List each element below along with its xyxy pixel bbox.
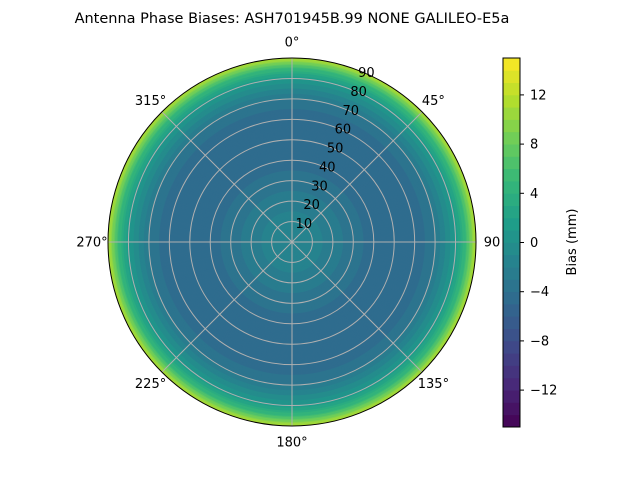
colorbar-tick-label: −4	[530, 285, 549, 300]
radial-tick-label: 10	[296, 217, 313, 232]
radial-tick-label: 60	[335, 123, 352, 138]
colorbar-tick-label: 0	[530, 236, 538, 251]
radial-tick-label: 20	[303, 198, 320, 213]
colorbar-level	[503, 156, 520, 170]
angular-tick-label: 270°	[76, 236, 107, 251]
colorbar: −12 −8 −4 0 4 8 12 Bias (mm)	[502, 57, 580, 428]
colorbar-level	[503, 353, 520, 366]
chart-title: Antenna Phase Biases: ASH701945B.99 NONE…	[75, 11, 510, 27]
colorbar-level	[503, 144, 520, 157]
colorbar-level	[503, 304, 520, 317]
colorbar-level	[503, 107, 520, 120]
angular-tick-label: 135°	[418, 377, 449, 392]
colorbar-level	[503, 119, 520, 133]
colorbar-level	[503, 365, 520, 379]
colorbar-tick-label: 8	[530, 138, 538, 153]
colorbar-level	[503, 70, 520, 83]
angular-tick-label: 225°	[135, 377, 166, 392]
angular-gridline	[291, 241, 423, 373]
colorbar-level	[503, 267, 520, 280]
colorbar-tick-label: 4	[530, 187, 538, 202]
polar-frame	[107, 57, 477, 427]
colorbar-level	[503, 291, 520, 305]
colorbar-level	[503, 181, 520, 194]
angular-tick-label: 45°	[422, 94, 445, 109]
colorbar-level	[503, 402, 520, 416]
colorbar-level	[503, 414, 520, 428]
radial-tick-label: 80	[350, 85, 367, 100]
angular-gridline	[161, 111, 293, 243]
radial-tick-label: 40	[319, 160, 336, 175]
radial-tick-label: 70	[342, 104, 359, 119]
colorbar-level	[503, 340, 520, 354]
angular-tick-label: 0°	[285, 36, 300, 51]
polar-tick-labels: 0° 45° 90 135° 180° 225° 270° 315° 10 20 30 40 50 60 7…	[76, 36, 500, 451]
colorbar-level	[503, 242, 520, 256]
colorbar-level	[503, 390, 520, 403]
colorbar-level	[503, 217, 520, 231]
colorbar-level	[503, 205, 520, 219]
colorbar-level	[503, 58, 520, 71]
colorbar-label: Bias (mm)	[565, 209, 580, 276]
angular-tick-label: 90	[484, 236, 501, 251]
radial-tick-label: 50	[327, 142, 344, 157]
colorbar-level	[503, 279, 520, 293]
colorbar-tick-label: 12	[530, 88, 547, 103]
colorbar-level	[503, 82, 520, 96]
radial-tick-label: 30	[311, 179, 328, 194]
colorbar-level	[503, 254, 520, 268]
radial-tick-label: 90	[358, 66, 375, 81]
angular-gridline	[161, 241, 293, 373]
angular-tick-label: 315°	[135, 94, 166, 109]
angular-tick-label: 180°	[276, 436, 307, 451]
colorbar-level	[503, 193, 520, 206]
colorbar-level	[503, 230, 520, 243]
colorbar-level	[503, 316, 520, 329]
colorbar-level	[503, 131, 520, 145]
colorbar-level	[503, 377, 520, 391]
colorbar-level	[503, 94, 520, 108]
colorbar-level	[503, 328, 520, 342]
polar-grid	[107, 57, 477, 427]
colorbar-tick-label: −8	[530, 334, 549, 349]
colorbar-tick-label: −12	[530, 384, 557, 399]
colorbar-level	[503, 168, 520, 182]
angular-gridline	[291, 111, 423, 243]
